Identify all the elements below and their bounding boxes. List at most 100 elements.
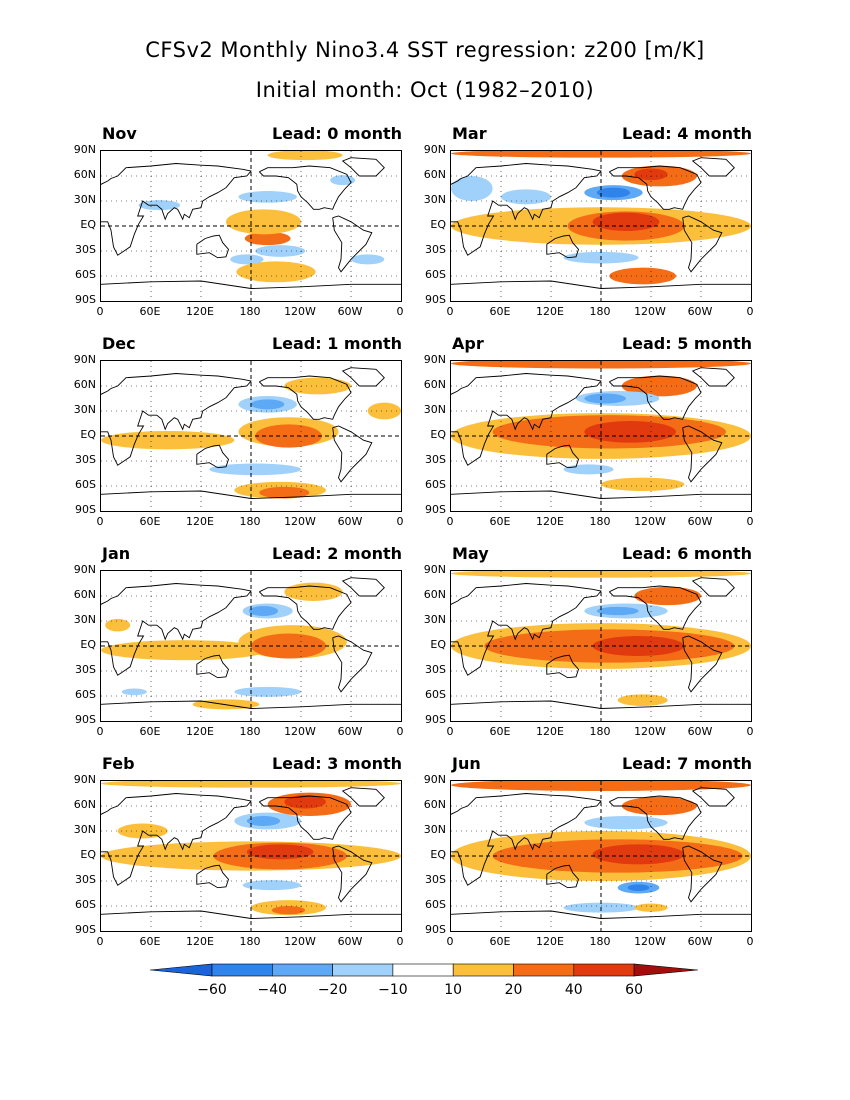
anomaly-contour: [592, 844, 685, 865]
map-panel-feb: Feb Lead: 3 month 90N 60N 30N EQ 30S 60S 90S 0 60E…: [74, 754, 404, 948]
anomaly-contour: [236, 261, 316, 283]
colorbar: −60 −40 −20 −10 10 20 40 60: [149, 960, 700, 1020]
coastline: [691, 787, 735, 807]
anomaly-contour: [609, 267, 676, 285]
map-svg: [101, 781, 401, 931]
anomaly-contour: [451, 176, 493, 201]
map-panel-dec: Dec Lead: 1 month 90N 60N 30N EQ 30S 60S 90S 0 60E…: [74, 334, 404, 528]
lon-tick-label: 60E: [489, 305, 511, 318]
lat-tick-label: 60S: [425, 268, 446, 281]
chart-subtitle: Initial month: Oct (1982–2010): [255, 78, 595, 102]
lon-tick-label: 60E: [489, 725, 511, 738]
coastline: [608, 795, 702, 840]
colorbar-tick-label: 40: [564, 982, 583, 998]
lat-tick-label: EQ: [80, 428, 96, 441]
lon-tick-label: 0: [446, 725, 454, 738]
lon-tick-label: 180: [239, 935, 261, 948]
coastline: [332, 845, 373, 903]
anomaly-contour: [284, 795, 326, 809]
panel-month-label: Feb: [102, 754, 135, 773]
anomaly-contour: [248, 606, 279, 616]
map-svg: [101, 571, 401, 721]
map-plot: [450, 570, 752, 722]
anomaly-contour: [259, 486, 310, 499]
lon-tick-label: 120W: [284, 305, 316, 318]
lon-tick-label: 60W: [687, 515, 713, 528]
lat-tick-label: 90S: [75, 923, 96, 936]
coastline: [341, 367, 385, 387]
anomaly-contour: [238, 191, 297, 203]
anomaly-contour: [451, 781, 751, 791]
lat-tick-label: 90S: [425, 923, 446, 936]
lat-tick-label: 90S: [425, 713, 446, 726]
lat-tick-label: 30N: [423, 193, 446, 206]
panel-lead-label: Lead: 3 month: [271, 754, 402, 773]
coastline: [546, 654, 580, 679]
lon-tick-label: 0: [446, 515, 454, 528]
coastline: [332, 635, 373, 693]
anomaly-contour: [584, 816, 668, 830]
panel-month-label: Dec: [102, 334, 136, 353]
colorbar-tick-label: −40: [257, 982, 288, 998]
lon-tick-label: 120E: [536, 305, 564, 318]
anomaly-contour: [246, 844, 314, 860]
lon-tick-label: 0: [96, 725, 104, 738]
lon-tick-label: 120W: [284, 515, 316, 528]
anomaly-contour: [563, 464, 614, 475]
coastline: [608, 375, 702, 420]
lon-tick-label: 180: [589, 725, 611, 738]
coastline: [258, 375, 352, 420]
lon-tick-label: 0: [746, 935, 754, 948]
coastline: [451, 373, 602, 466]
map-panel-jan: Jan Lead: 2 month 90N 60N 30N EQ 30S 60S 90S 0 60E…: [74, 544, 404, 738]
coastline: [608, 165, 702, 210]
coastline: [682, 425, 723, 483]
panel-month-label: Nov: [102, 124, 137, 143]
lat-tick-label: 60N: [423, 588, 446, 601]
lat-tick-label: EQ: [80, 638, 96, 651]
coastline: [332, 425, 373, 483]
colorbar-high-extension: [633, 963, 699, 977]
lat-tick-label: 30N: [423, 613, 446, 626]
lon-tick-label: 60W: [337, 935, 363, 948]
coastline: [332, 215, 373, 273]
lat-tick-label: 60S: [75, 268, 96, 281]
lat-tick-label: 90S: [75, 503, 96, 516]
panel-month-label: May: [452, 544, 489, 563]
map-plot: [450, 780, 752, 932]
anomaly-contour: [242, 880, 301, 891]
lat-tick-label: 90N: [73, 773, 96, 786]
anomaly-contour: [234, 686, 301, 697]
colorbar-tick-label: 10: [444, 982, 463, 998]
lon-tick-label: 120W: [284, 725, 316, 738]
coastline: [196, 654, 230, 679]
map-svg: [101, 151, 401, 301]
lat-tick-label: 90N: [73, 563, 96, 576]
anomaly-contour: [617, 694, 668, 706]
anomaly-contour: [592, 636, 685, 656]
anomaly-contour: [246, 816, 281, 826]
coastline: [258, 795, 352, 840]
lat-tick-label: 30S: [425, 243, 446, 256]
anomaly-contour: [255, 245, 306, 257]
map-plot: [450, 150, 752, 302]
lat-tick-label: EQ: [430, 218, 446, 231]
coastline: [682, 215, 723, 273]
map-plot: [100, 360, 402, 512]
lat-tick-label: 30N: [73, 193, 96, 206]
lat-tick-label: 30N: [73, 403, 96, 416]
lat-tick-label: 60S: [75, 478, 96, 491]
panel-month-label: Apr: [452, 334, 484, 353]
map-plot: [100, 150, 402, 302]
lon-tick-label: 60W: [337, 305, 363, 318]
lon-tick-label: 60E: [139, 725, 161, 738]
anomaly-contour: [101, 640, 268, 661]
coastline: [341, 157, 385, 177]
lat-tick-label: 60N: [423, 378, 446, 391]
coastline: [101, 583, 252, 676]
coastline: [546, 234, 580, 259]
colorbar-low-extension: [149, 963, 213, 977]
map-svg: [101, 361, 401, 511]
coastline: [682, 635, 723, 693]
lat-tick-label: 90N: [423, 563, 446, 576]
